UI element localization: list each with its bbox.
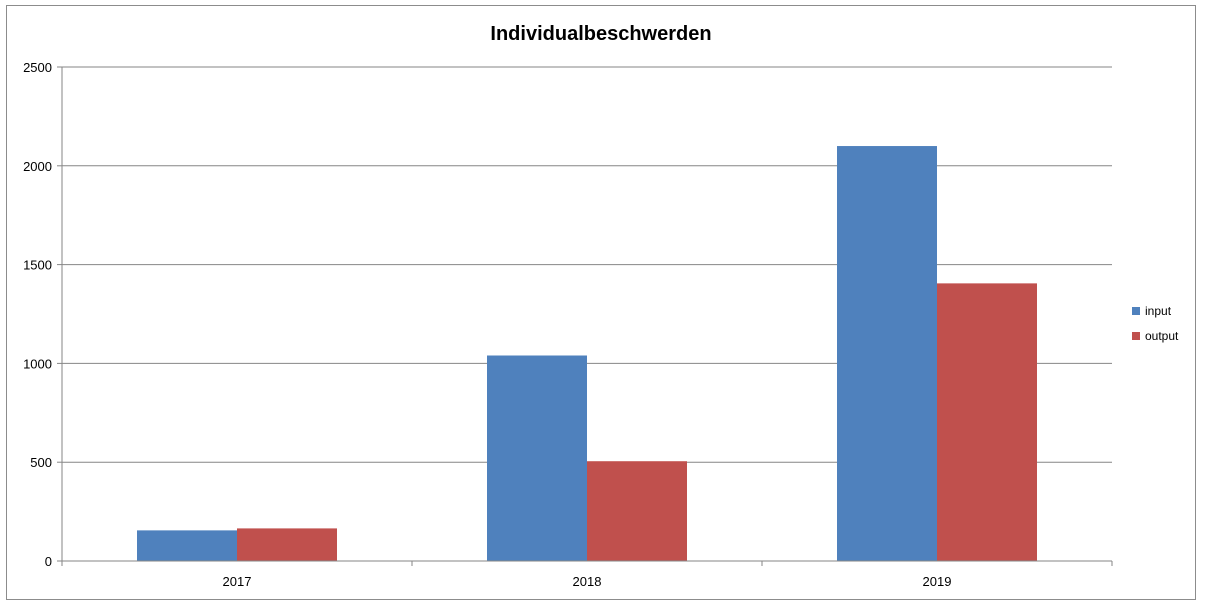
- legend: input output: [1132, 304, 1179, 343]
- bar-output-2019: [937, 283, 1037, 561]
- y-axis-ticks: 0 500 1000 1500 2000 2500: [23, 60, 62, 569]
- bar-output-2018: [587, 461, 687, 561]
- bar-input-2018: [487, 355, 587, 561]
- y-tick-label: 2500: [23, 60, 52, 75]
- chart-frame: Individualbeschwerden 0 500 1000 1500 2000 25…: [6, 5, 1196, 600]
- x-tick-label: 2017: [223, 574, 252, 589]
- axes: [61, 67, 1112, 562]
- chart-title: Individualbeschwerden: [490, 23, 711, 45]
- bars: [137, 146, 1037, 562]
- legend-swatch-output: [1132, 332, 1140, 340]
- y-tick-label: 2000: [23, 159, 52, 174]
- y-tick-label: 500: [30, 455, 52, 470]
- bar-chart: Individualbeschwerden 0 500 1000 1500 2000 25…: [23, 23, 1179, 589]
- legend-label-output: output: [1145, 329, 1179, 343]
- y-tick-label: 0: [45, 554, 52, 569]
- x-tick-label: 2018: [573, 574, 602, 589]
- x-axis-ticks: 2017 2018 2019: [61, 561, 1113, 589]
- y-tick-label: 1500: [23, 258, 52, 273]
- x-tick-label: 2019: [923, 574, 952, 589]
- bar-output-2017: [237, 528, 337, 561]
- legend-label-input: input: [1145, 304, 1172, 318]
- legend-swatch-input: [1132, 307, 1140, 315]
- bar-input-2017: [137, 530, 237, 561]
- y-tick-label: 1000: [23, 356, 52, 371]
- bar-input-2019: [837, 146, 937, 562]
